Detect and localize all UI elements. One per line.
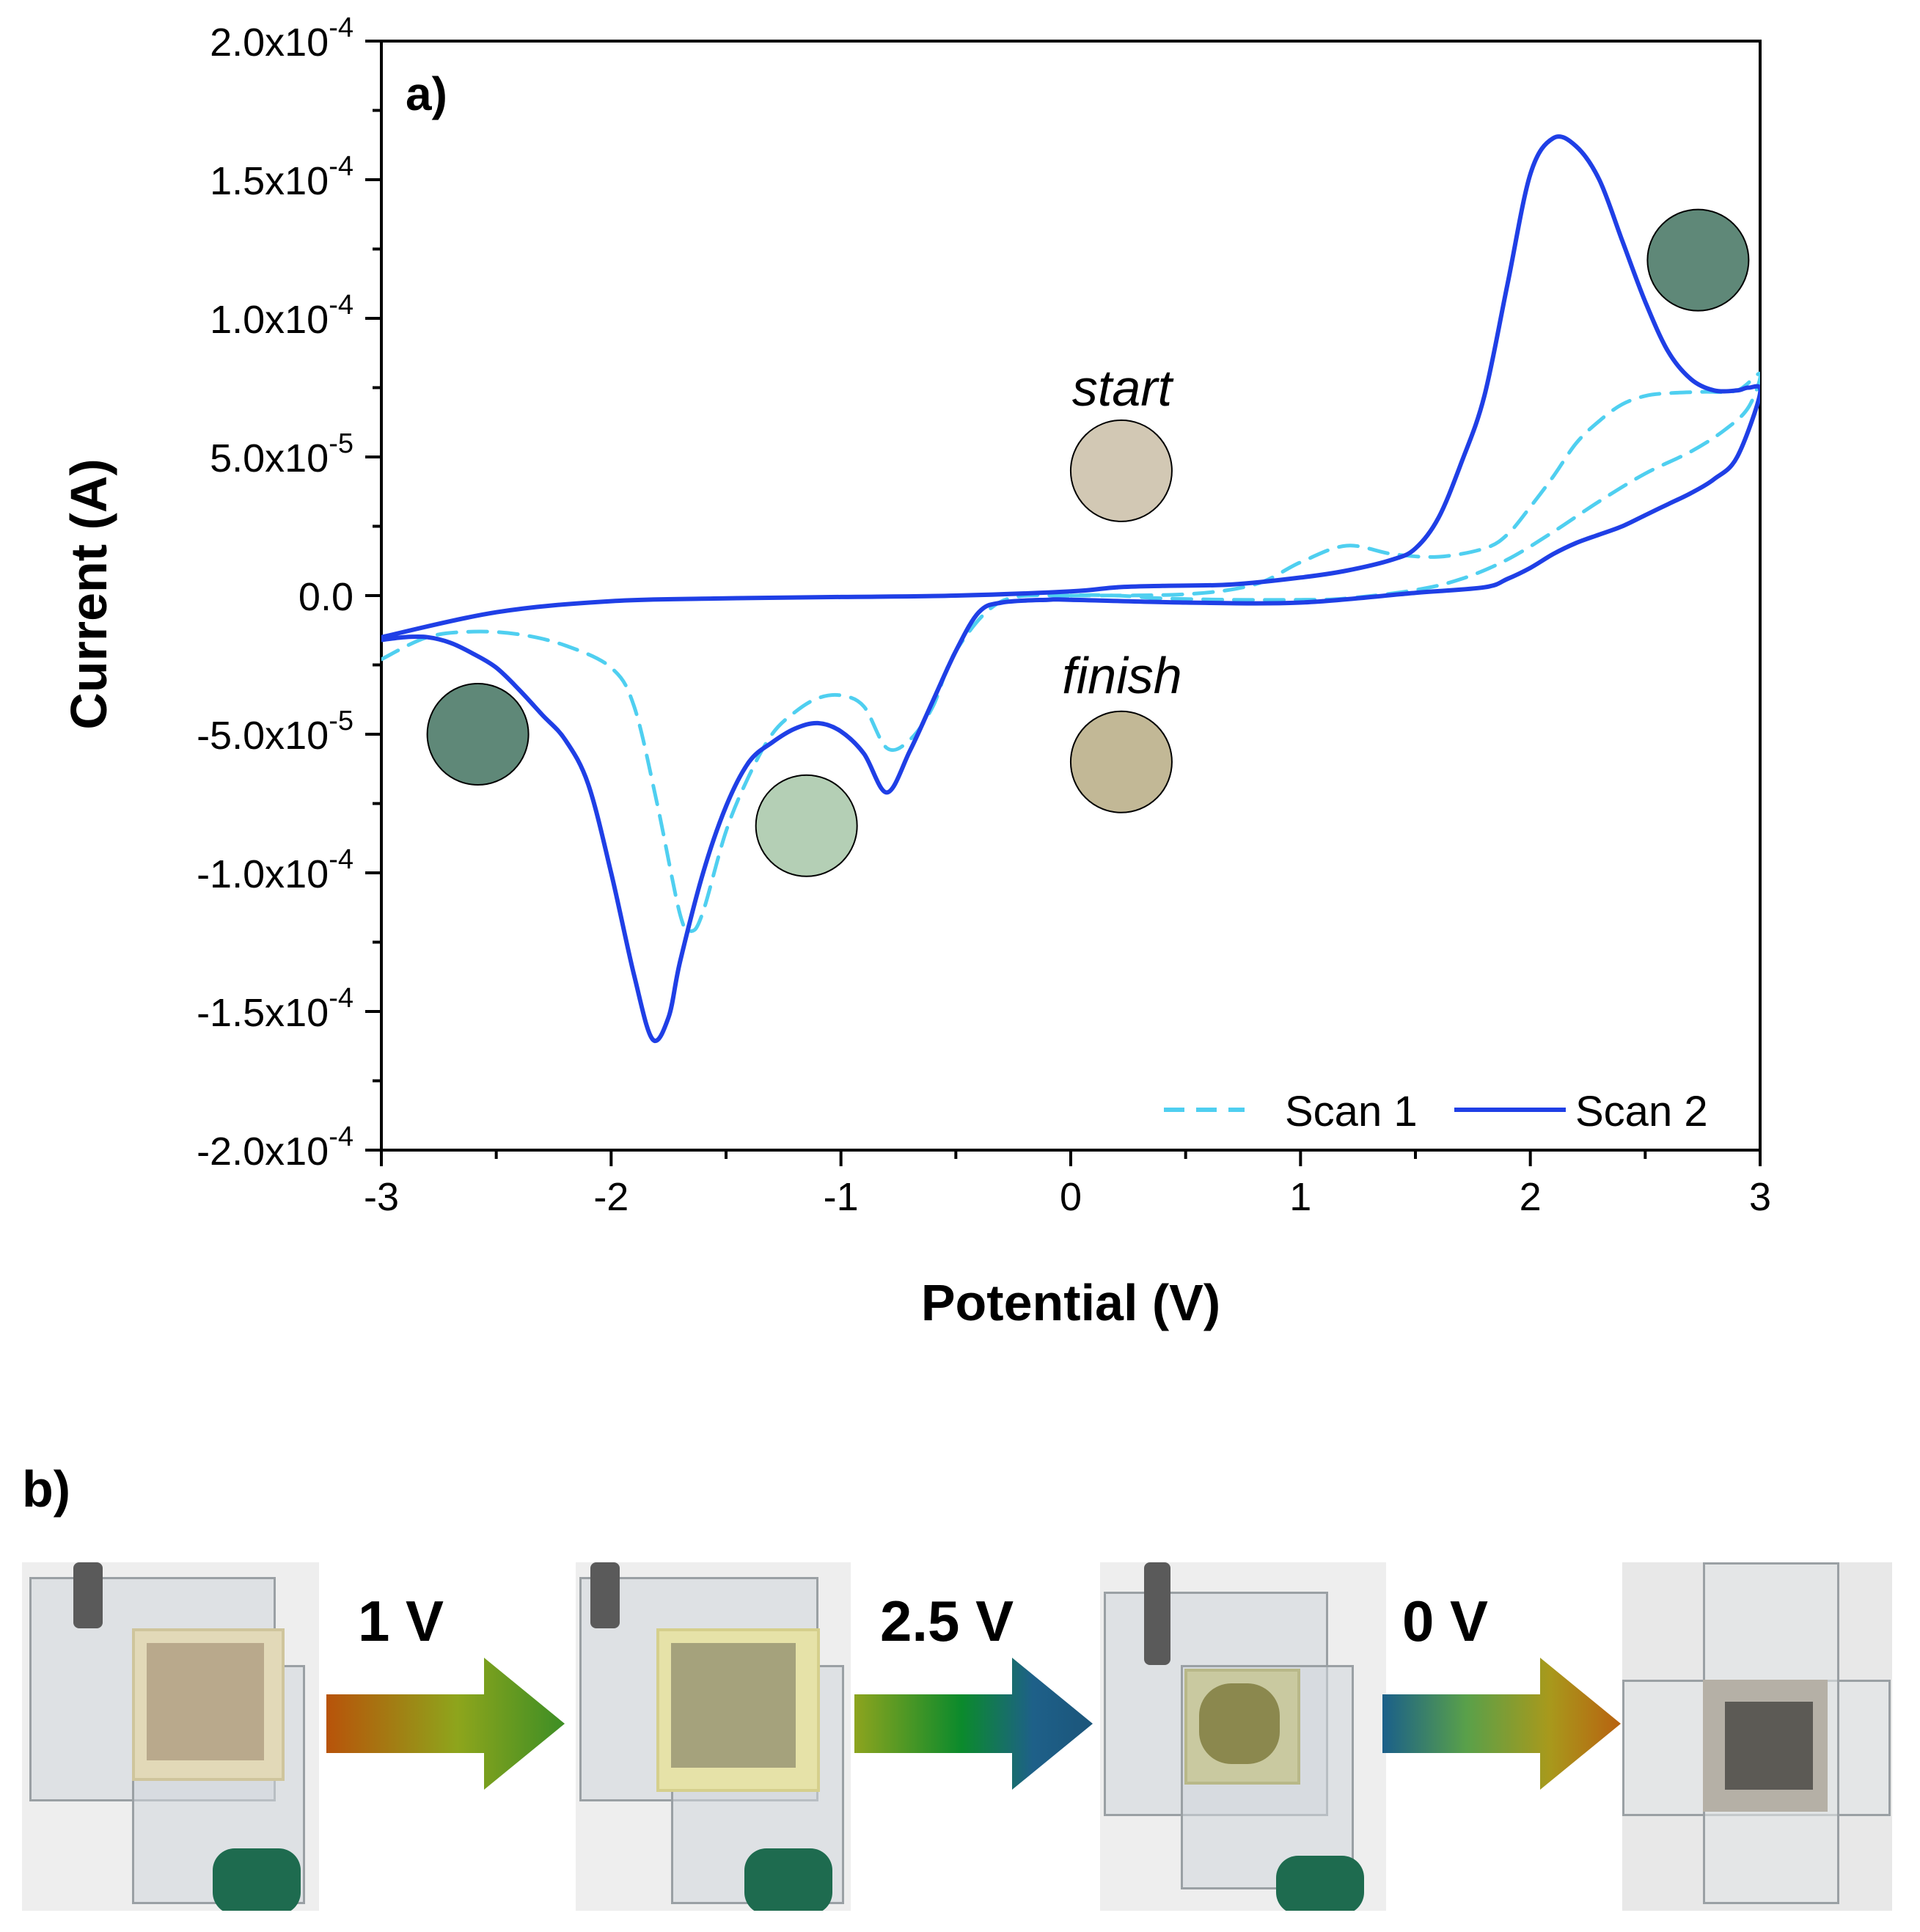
- y-tick-label: 5.0x10-5: [210, 428, 353, 480]
- color-dot-dark-left: [426, 683, 530, 786]
- start-annotation: start: [1072, 359, 1174, 417]
- device-photo-initial: [22, 1562, 319, 1911]
- y-tick-label: 1.5x10-4: [210, 151, 353, 203]
- finish-annotation: finish: [1062, 647, 1181, 704]
- x-axis-title: Potential (V): [921, 1274, 1220, 1331]
- color-dot-light-green: [755, 774, 858, 877]
- legend-scan2-label: Scan 2: [1575, 1088, 1708, 1135]
- y-tick-label: -5.0x10-5: [197, 706, 353, 758]
- arrow-1v: [326, 1658, 565, 1790]
- arrow-2-5v: [854, 1658, 1093, 1790]
- x-tick-label: 2: [1520, 1175, 1542, 1219]
- panel-b-photo-sequence: b) 1 V: [0, 1430, 1920, 1932]
- y-tick-label: -2.0x10-4: [197, 1121, 353, 1174]
- x-tick-label: -1: [824, 1175, 859, 1219]
- arrow-0v-label: 0 V: [1402, 1589, 1489, 1653]
- y-tick-label: 1.0x10-4: [210, 290, 353, 342]
- legend-scan1-label: Scan 1: [1285, 1088, 1418, 1135]
- color-dot-start: [1069, 419, 1173, 522]
- arrow-2-5v-label: 2.5 V: [880, 1589, 1014, 1653]
- x-tick-label: 0: [1060, 1175, 1082, 1219]
- panel-b-label: b): [22, 1460, 71, 1518]
- legend: Scan 1 Scan 2: [1164, 1088, 1708, 1135]
- device-photo-1v: [576, 1562, 851, 1911]
- y-tick-label: 2.0x10-4: [210, 12, 353, 65]
- series-scan1-line: [381, 371, 1760, 934]
- x-tick-label: -3: [364, 1175, 399, 1219]
- y-tick-label: -1.5x10-4: [197, 983, 353, 1035]
- x-tick-label: 1: [1289, 1175, 1311, 1219]
- arrow-1v-label: 1 V: [358, 1589, 444, 1653]
- device-photo-0v: [1622, 1562, 1892, 1911]
- arrow-0v: [1382, 1658, 1621, 1790]
- device-photo-2-5v: [1100, 1562, 1386, 1911]
- panel-a-label: a): [406, 67, 447, 120]
- x-tick-label: 3: [1749, 1175, 1771, 1219]
- y-tick-label: -1.0x10-4: [197, 844, 353, 896]
- color-dot-finish: [1069, 710, 1173, 813]
- cyclic-voltammogram-chart: -3 -2 -1 0 1 2 3 2.0x10-4 1.5x10-4 1.0x10-4 5.0x10…: [60, 12, 1771, 1331]
- y-axis-title: Current (A): [60, 458, 117, 729]
- x-tick-label: -2: [593, 1175, 629, 1219]
- series-scan2-line: [381, 134, 1760, 1043]
- color-dot-dark-right: [1646, 208, 1750, 312]
- y-tick-label: 0.0: [298, 575, 353, 619]
